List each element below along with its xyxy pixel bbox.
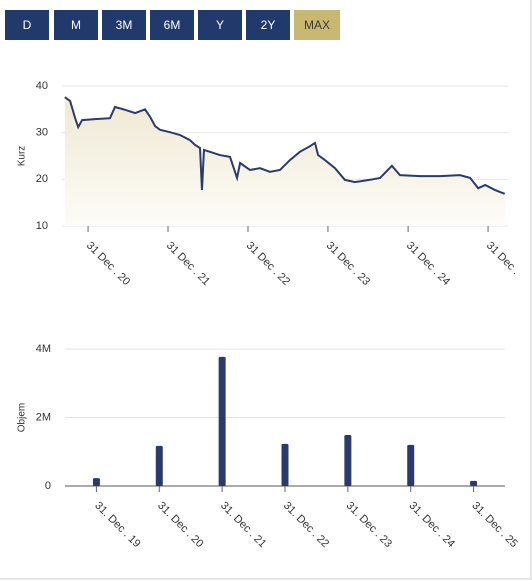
bar	[470, 480, 478, 486]
x-tick-label: 31. Dec . 19	[92, 500, 142, 550]
range-button[interactable]: M	[54, 10, 98, 40]
bar	[407, 444, 415, 486]
x-tick-label: 31. Dec . 25	[469, 500, 519, 550]
range-button[interactable]: 6M	[150, 10, 194, 40]
x-tick-label: 31 Dec . 23	[324, 240, 372, 288]
y-tick-label: 20	[36, 173, 48, 185]
y-tick-label: 0	[45, 480, 51, 492]
bar	[218, 356, 226, 486]
x-tick-label: 31 Dec . 20	[84, 240, 132, 288]
y-tick-label: 2M	[36, 411, 51, 423]
y-tick-label: 4M	[36, 343, 51, 355]
y-axis-label: Objem	[17, 403, 28, 432]
x-tick-label: 31. Dec . 24	[407, 500, 457, 550]
x-tick-label: 31. Dec . 23	[344, 500, 394, 550]
x-tick-label: 31. Dec . 21	[218, 500, 268, 550]
y-axis-label: Kurz	[17, 146, 28, 167]
y-tick-label: 10	[36, 220, 48, 232]
x-tick-label: 31 Dec . 24	[404, 240, 452, 288]
x-tick-label: 31 Dec . 21	[164, 240, 212, 288]
x-tick-label: 31 Dec . 22	[244, 240, 292, 288]
range-button[interactable]: 3M	[102, 10, 146, 40]
price-line	[64, 96, 506, 195]
x-tick-label: 31 Dec .	[484, 240, 521, 277]
bar	[344, 434, 352, 486]
y-tick-label: 30	[36, 127, 48, 139]
bar	[92, 478, 100, 486]
bar	[155, 445, 163, 486]
bar	[281, 443, 289, 486]
range-button[interactable]: 2Y	[246, 10, 290, 40]
x-tick-label: 31. Dec . 22	[281, 500, 331, 550]
range-button[interactable]: MAX	[294, 10, 340, 40]
x-tick-label: 31. Dec . 20	[155, 500, 205, 550]
area-fill	[64, 97, 505, 226]
range-button[interactable]: Y	[198, 10, 242, 40]
range-button[interactable]: D	[5, 10, 49, 40]
y-tick-label: 40	[36, 80, 48, 92]
